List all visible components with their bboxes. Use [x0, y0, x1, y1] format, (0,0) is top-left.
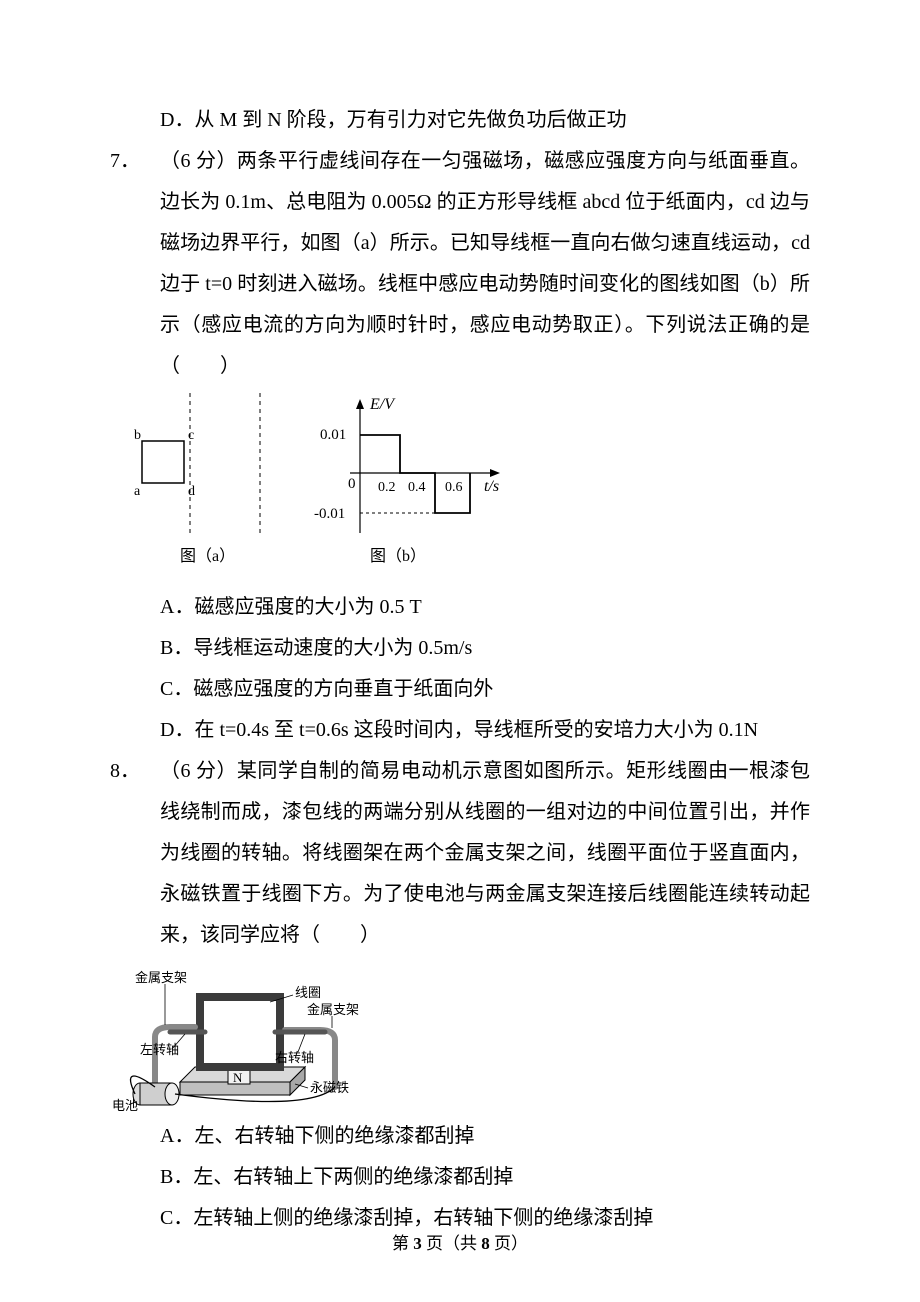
svg-text:b: b: [134, 428, 141, 443]
svg-text:d: d: [188, 484, 195, 499]
svg-text:E/V: E/V: [369, 396, 396, 413]
svg-text:t/s: t/s: [484, 478, 499, 495]
q7-figures: b c a d 图（a） E/V t/s 0.01 0 -0.01: [130, 393, 810, 583]
q8-options: A．左、右转轴下侧的绝缘漆都刮掉 B．左、右转轴上下两侧的绝缘漆都刮掉 C．左转…: [110, 1116, 810, 1239]
question-number: 8．: [110, 751, 160, 956]
svg-text:0.6: 0.6: [445, 480, 463, 495]
fig-b-label: 图（b）: [370, 547, 426, 565]
figure-b: E/V t/s 0.01 0 -0.01 0.2 0.4 0.6 图（b）: [314, 396, 500, 565]
q7-options: A．磁感应强度的大小为 0.5 T B．导线框运动速度的大小为 0.5m/s C…: [110, 587, 810, 751]
battery: [133, 1083, 179, 1105]
option-d-prev-question: D．从 M 到 N 阶段，万有引力对它先做负功后做正功: [110, 100, 810, 141]
svg-text:0.2: 0.2: [378, 480, 396, 495]
footer-prefix: 第: [392, 1234, 413, 1253]
label-jszj2: 金属支架: [307, 1002, 359, 1017]
figure-a: b c a d 图（a）: [134, 393, 260, 565]
label-yct: 永磁铁: [310, 1080, 349, 1095]
option-text: D．从 M 到 N 阶段，万有引力对它先做负功后做正功: [160, 109, 627, 131]
label-xq: 线圈: [295, 985, 321, 1000]
q8-option-a: A．左、右转轴下侧的绝缘漆都刮掉: [160, 1116, 810, 1157]
q7-option-b: B．导线框运动速度的大小为 0.5m/s: [160, 628, 810, 669]
q7-option-c: C．磁感应强度的方向垂直于纸面向外: [160, 669, 810, 710]
svg-text:-0.01: -0.01: [314, 506, 345, 522]
exam-page: D．从 M 到 N 阶段，万有引力对它先做负功后做正功 7． （6 分）两条平行…: [0, 0, 920, 1302]
label-jszj: 金属支架: [135, 970, 187, 985]
magnet-N-label: N: [233, 1070, 243, 1085]
q8-figure: N 金属支架: [110, 962, 810, 1112]
footer-total: 8: [481, 1234, 490, 1253]
magnet: N: [180, 1067, 305, 1095]
footer-page: 3: [413, 1234, 422, 1253]
question-body: （6 分）某同学自制的简易电动机示意图如图所示。矩形线圈由一根漆包线绕制而成，漆…: [160, 751, 810, 956]
footer-suffix: 页）: [490, 1234, 528, 1253]
svg-text:a: a: [134, 484, 141, 499]
svg-text:0.4: 0.4: [408, 480, 426, 495]
q7-option-a: A．磁感应强度的大小为 0.5 T: [160, 587, 810, 628]
question-number: 7．: [110, 141, 160, 387]
label-zzz: 左转轴: [140, 1042, 179, 1057]
fig-a-label: 图（a）: [180, 547, 235, 565]
svg-text:0.01: 0.01: [320, 427, 346, 443]
label-dc: 电池: [112, 1098, 138, 1112]
page-footer: 第 3 页（共 8 页）: [0, 1227, 920, 1262]
q8-option-b: B．左、右转轴上下两侧的绝缘漆都刮掉: [160, 1157, 810, 1198]
footer-mid: 页（共: [422, 1234, 482, 1253]
question-8: 8． （6 分）某同学自制的简易电动机示意图如图所示。矩形线圈由一根漆包线绕制而…: [110, 751, 810, 956]
label-yzz: 右转轴: [275, 1050, 314, 1065]
svg-text:c: c: [188, 428, 194, 443]
coil: [200, 997, 280, 1067]
q7-option-d: D．在 t=0.4s 至 t=0.6s 这段时间内，导线框所受的安培力大小为 0…: [160, 710, 810, 751]
svg-text:0: 0: [348, 476, 356, 492]
question-body: （6 分）两条平行虚线间存在一匀强磁场，磁感应强度方向与纸面垂直。边长为 0.1…: [160, 141, 810, 387]
question-7: 7． （6 分）两条平行虚线间存在一匀强磁场，磁感应强度方向与纸面垂直。边长为 …: [110, 141, 810, 387]
